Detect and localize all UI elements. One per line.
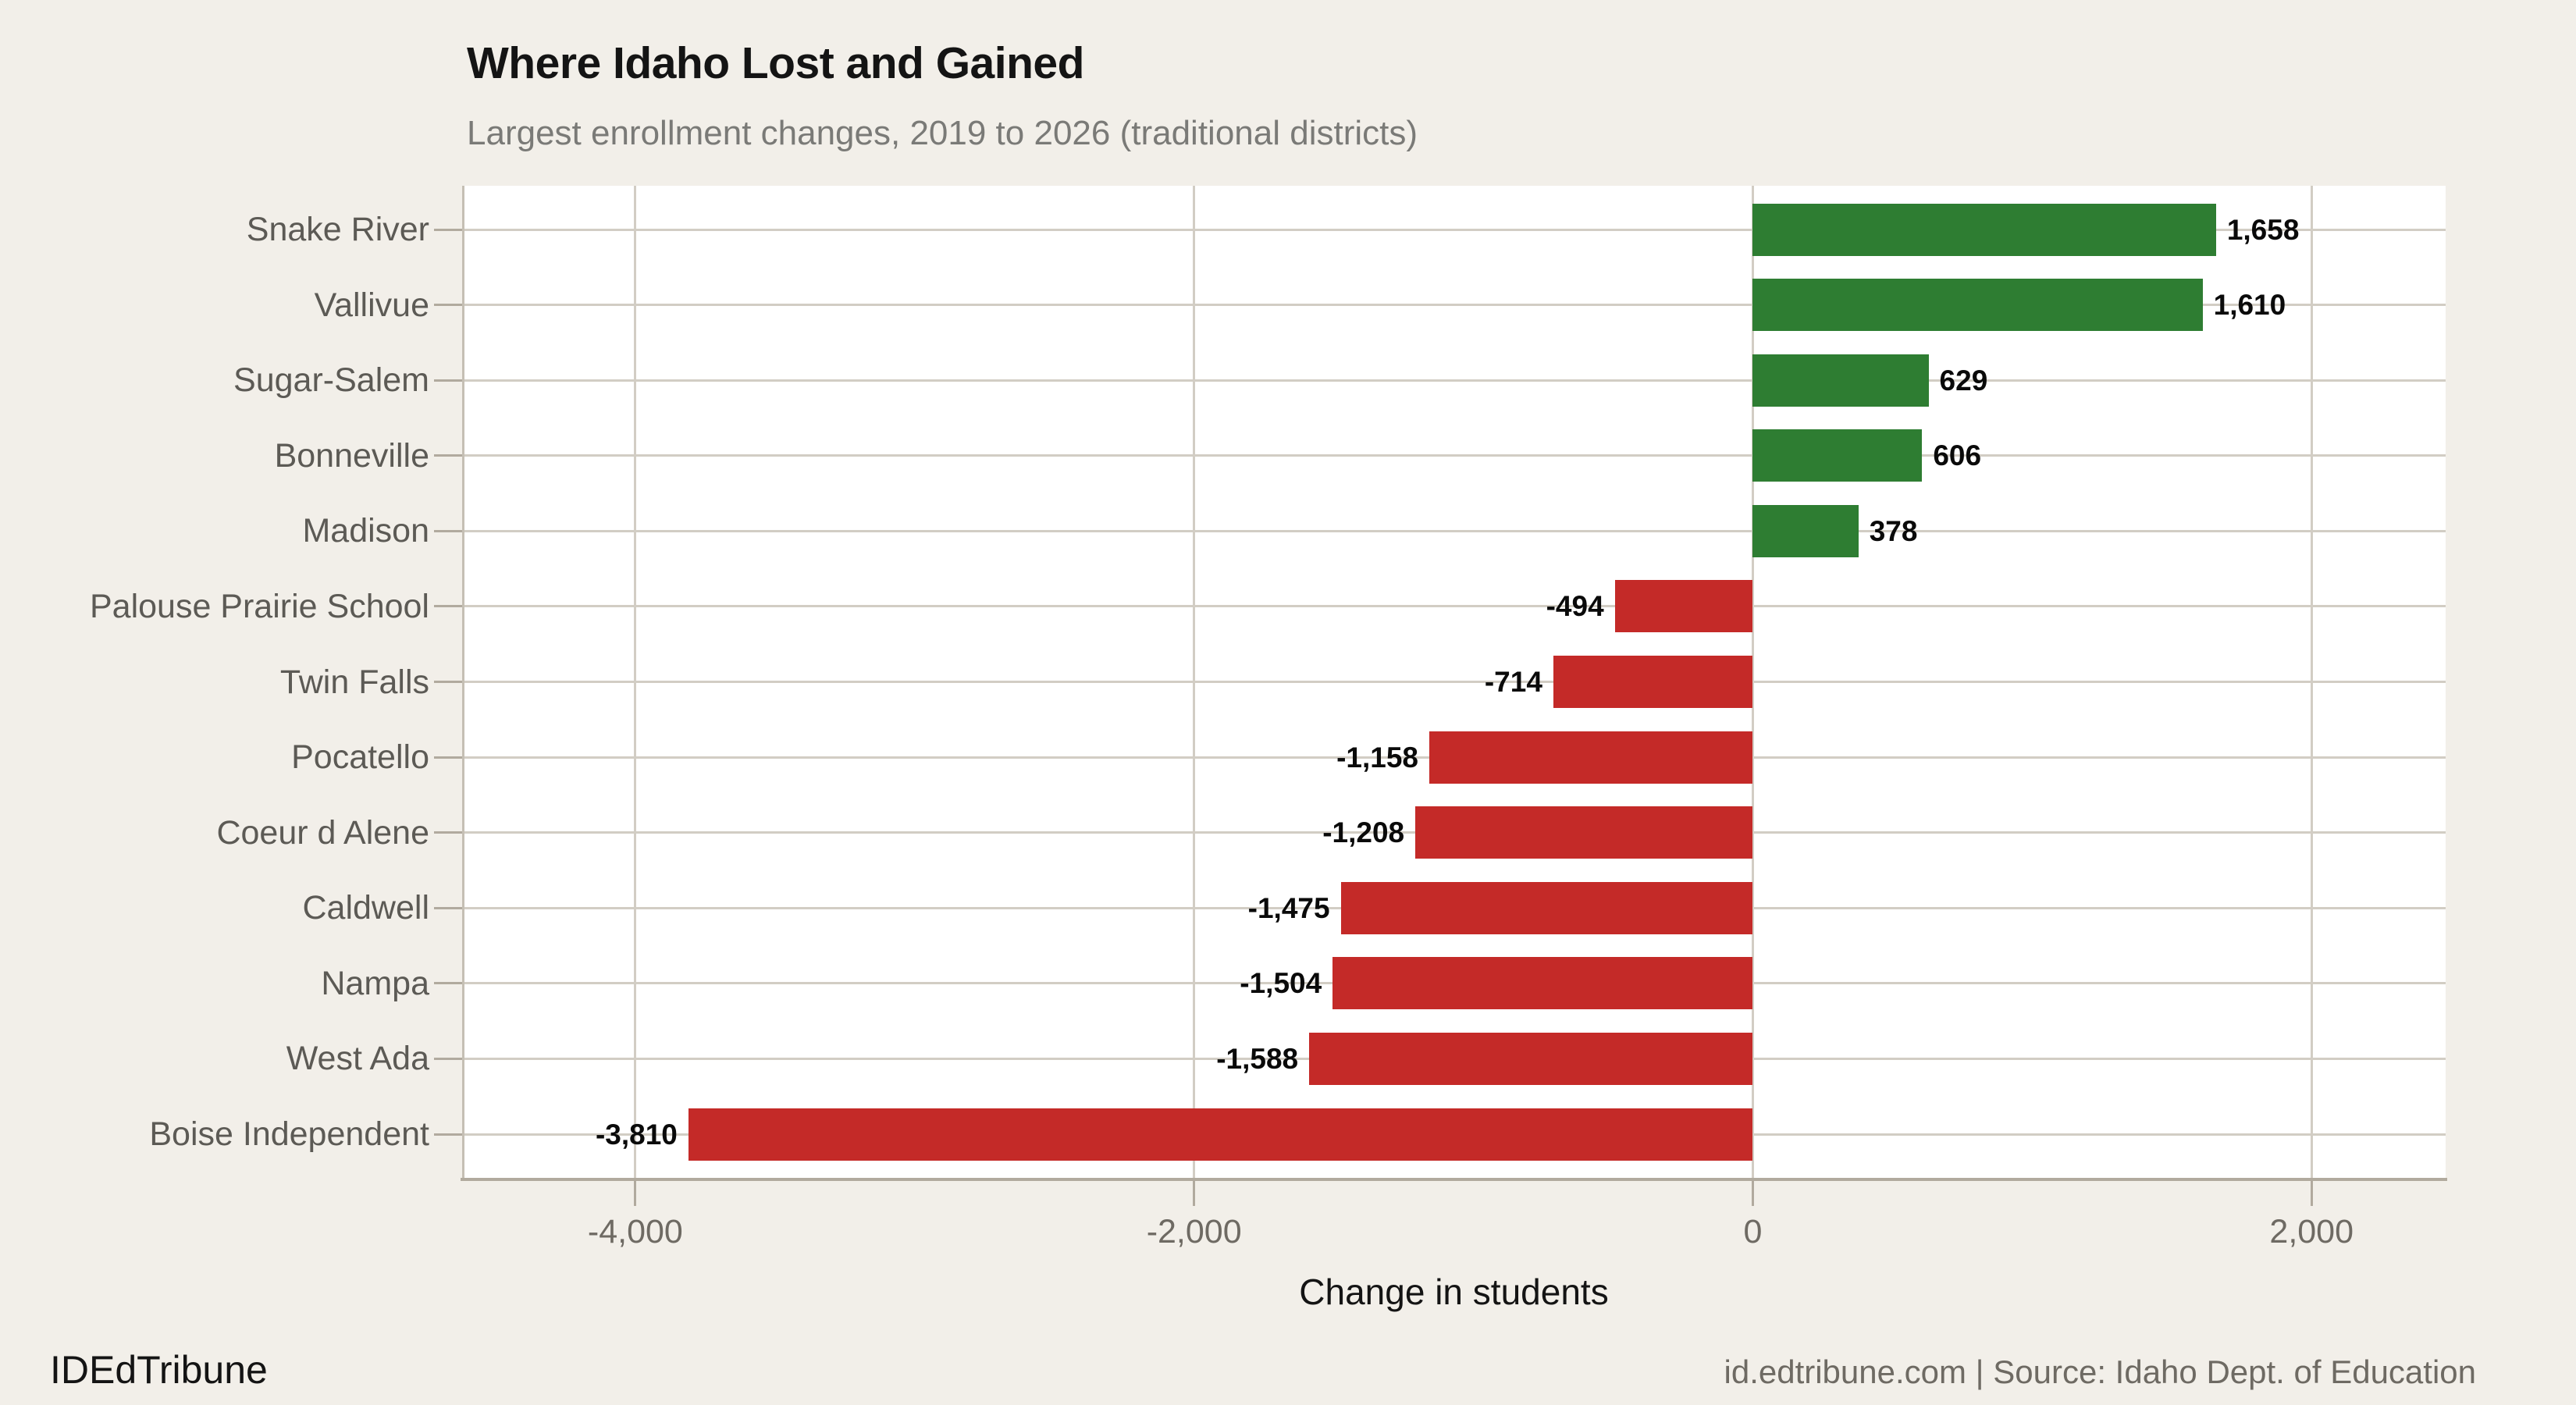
category-gridline [462, 379, 2446, 382]
bar-negative [688, 1108, 1753, 1161]
chart-title: Where Idaho Lost and Gained [467, 38, 1084, 88]
x-tick-label: 0 [1743, 1213, 1763, 1250]
bar-value-label: 1,658 [2226, 213, 2300, 246]
y-tick [434, 228, 462, 231]
chart-subtitle: Largest enrollment changes, 2019 to 2026… [467, 114, 1418, 152]
x-tick [1751, 1179, 1754, 1206]
y-tick [434, 529, 462, 532]
bar-negative [1340, 881, 1753, 934]
x-tick-label: 2,000 [2269, 1213, 2354, 1250]
bar-positive [1752, 203, 2216, 256]
category-gridline [462, 681, 2446, 683]
category-label: Madison [302, 512, 429, 550]
category-label: West Ada [286, 1040, 429, 1078]
footer-source: id.edtribune.com | Source: Idaho Dept. o… [1724, 1353, 2477, 1390]
bar-value-label: 1,610 [2213, 289, 2286, 322]
bar-value-label: -1,588 [1216, 1042, 1299, 1075]
category-label: Nampa [321, 964, 429, 1002]
y-tick [434, 831, 462, 834]
category-gridline [462, 454, 2446, 457]
category-label: Snake River [246, 211, 429, 248]
category-label: Pocatello [291, 738, 429, 777]
y-tick [434, 756, 462, 759]
x-axis-title: Change in students [1299, 1272, 1609, 1312]
bar-value-label: -3,810 [595, 1118, 678, 1151]
category-label: Bonneville [274, 436, 429, 475]
bar-value-label: -1,504 [1240, 967, 1322, 1000]
y-tick [434, 982, 462, 985]
bar-negative [1429, 731, 1753, 784]
plot-area: 1,658 1,610 629 606 378 -494 -714 -1,158 -1,208 -… [462, 186, 2446, 1178]
category-label: Palouse Prairie School [89, 587, 429, 625]
bar-negative [1614, 580, 1753, 633]
x-tick [634, 1179, 637, 1206]
category-label: Caldwell [302, 889, 429, 927]
y-tick [434, 605, 462, 608]
y-tick [434, 906, 462, 909]
category-gridline [462, 529, 2446, 532]
category-gridline [462, 605, 2446, 608]
category-label: Coeur d Alene [216, 813, 429, 852]
bar-negative [1415, 806, 1753, 859]
bar-negative [1309, 1032, 1753, 1085]
bar-value-label: -714 [1484, 666, 1542, 698]
category-gridline [462, 228, 2446, 231]
y-tick [434, 379, 462, 382]
x-tick-label: -4,000 [587, 1213, 683, 1250]
x-tick-label: -2,000 [1146, 1213, 1242, 1250]
y-tick [434, 454, 462, 457]
bar-positive [1752, 354, 1929, 407]
bar-value-label: -494 [1546, 590, 1604, 623]
bar-value-label: 606 [1933, 439, 1982, 472]
y-tick [434, 1133, 462, 1136]
bar-value-label: -1,208 [1322, 816, 1405, 849]
category-gridline [462, 304, 2446, 307]
category-label: Vallivue [314, 286, 429, 324]
bar-negative [1332, 957, 1753, 1010]
footer-brand: IDEdTribune [50, 1348, 268, 1392]
category-label: Twin Falls [279, 663, 429, 701]
x-tick [2310, 1179, 2313, 1206]
bar-value-label: 378 [1869, 514, 1918, 547]
y-tick [434, 304, 462, 307]
bar-positive [1752, 279, 2203, 332]
bar-value-label: 629 [1939, 364, 1988, 397]
bar-negative [1553, 656, 1753, 708]
bar-value-label: -1,158 [1336, 741, 1419, 774]
category-label: Sugar-Salem [233, 361, 429, 400]
bar-positive [1752, 429, 1923, 482]
plot-left-edge [462, 186, 464, 1178]
x-axis-line [461, 1178, 2447, 1181]
bar-positive [1752, 504, 1859, 557]
y-tick [434, 1057, 462, 1060]
category-label: Boise Independent [149, 1115, 429, 1153]
x-tick [1193, 1179, 1196, 1206]
bar-value-label: -1,475 [1247, 891, 1330, 924]
y-tick [434, 681, 462, 683]
